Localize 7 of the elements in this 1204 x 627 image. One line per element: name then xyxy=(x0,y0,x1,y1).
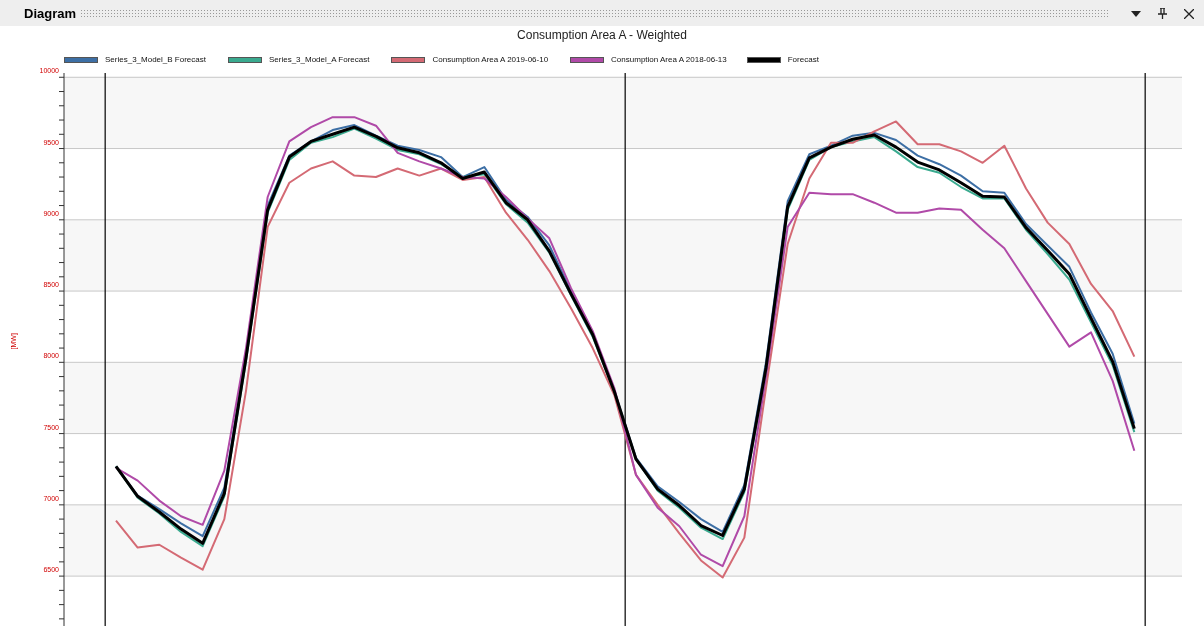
text: Diagram xyxy=(24,5,77,21)
legend-label: Series_3_Model_A Forecast xyxy=(268,55,370,64)
legend-label: Series_3_Model_B Forecast xyxy=(105,55,206,64)
chart-title: Consumption Area A - Weighted xyxy=(516,28,688,42)
legend-label: Forecast xyxy=(787,55,819,64)
legend-label: Consumption Area A 2018-06-13 xyxy=(611,55,727,64)
legend-label: Consumption Area A 2019-06-10 xyxy=(432,55,549,64)
